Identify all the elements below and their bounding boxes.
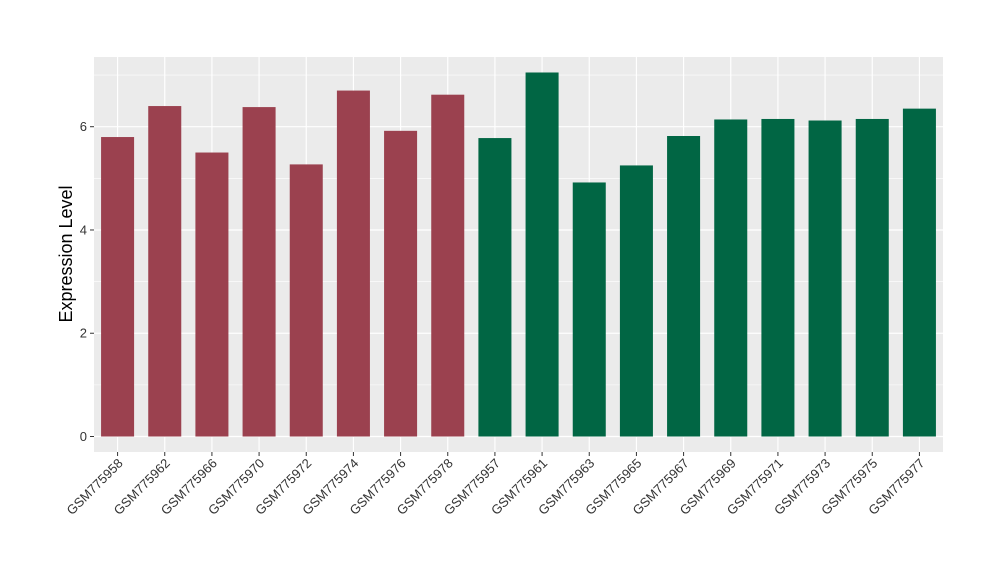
bar-gsm775967 xyxy=(667,136,701,437)
minor-gridlines xyxy=(94,74,943,386)
bar-gsm775961 xyxy=(525,72,559,437)
plot-panel xyxy=(94,57,943,452)
bar-gsm775970 xyxy=(242,107,276,437)
bar-gsm775965 xyxy=(619,165,653,437)
bar-gsm775972 xyxy=(289,164,323,437)
y-tick-label: 4 xyxy=(80,222,87,237)
bar-gsm775975 xyxy=(855,118,889,437)
bar-gsm775958 xyxy=(101,137,135,437)
bar-gsm775974 xyxy=(336,90,370,437)
bar-gsm775962 xyxy=(148,106,182,437)
bar-gsm775957 xyxy=(478,138,512,437)
bar-gsm775969 xyxy=(714,119,748,437)
bar-gsm775973 xyxy=(808,120,842,437)
y-tick-label: 6 xyxy=(80,119,87,134)
x-axis: GSM775958GSM775962GSM775966GSM775970GSM7… xyxy=(63,452,928,518)
y-axis-title: Expression Level xyxy=(56,185,76,322)
bar-gsm775977 xyxy=(902,108,936,437)
bar-gsm775976 xyxy=(384,130,418,437)
y-axis: 0 2 4 6 xyxy=(80,119,94,444)
bar-gsm775971 xyxy=(761,118,795,437)
bar-gsm775966 xyxy=(195,152,229,437)
bars xyxy=(101,72,936,437)
bar-gsm775963 xyxy=(572,182,606,437)
bar-gsm775978 xyxy=(431,94,465,437)
y-tick-label: 2 xyxy=(80,326,87,341)
y-tick-label: 0 xyxy=(80,429,87,444)
